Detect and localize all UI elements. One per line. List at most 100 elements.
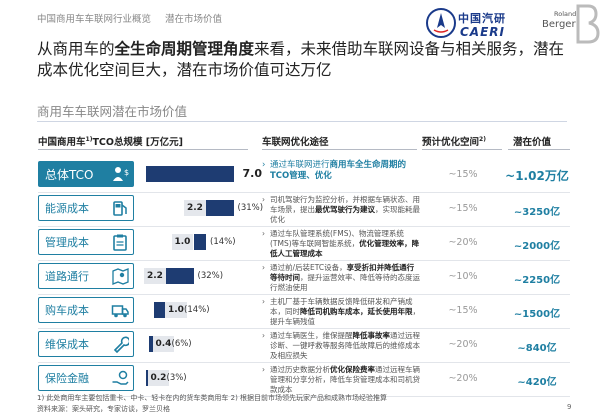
col-tco-suffix: TCO总规模 [万亿元] [92,137,183,148]
category-box[interactable]: 管理成本 [38,229,134,255]
category-label: 道路通行 [45,270,89,283]
potential-value: ~840亿 [517,343,557,354]
col-header-tco: 中国商用车1)TCO总规模 [万亿元] [38,134,183,148]
category-box[interactable]: 保险金融 [38,365,134,391]
bar-value-label: 0.4 [152,336,175,352]
optimization-percent: ~15% [448,169,478,180]
desc-bold: 降低事故率 [352,331,391,340]
optimization-path: › 司机驾驶行为监控分析，并根据车辆状态、用车场景，提出最优驾驶行为建议，实现能耗… [262,195,422,227]
breadcrumb: 中国商用车车联网行业概览 潜在市场价值 [37,11,222,25]
desc-plain: 通过车辆医生，维保提醒 [270,331,353,340]
optimization-path: › 通过车队管理系统(FMS)、物流管理系统(TMS)等车联网智能系统，优化管理效… [262,229,422,261]
category-box[interactable]: 总体TCO $ [38,161,134,187]
section-subtitle: 商用车车联网潜在市场价值 [37,104,188,119]
category-box[interactable]: 道路通行 [38,263,134,289]
col-opt-sup: 2) [479,135,486,143]
desc-rest: ，提升车辆残值 [270,307,420,326]
desc-plain: 通过车联网进行 [270,160,330,170]
potential-value: ~420亿 [517,377,557,388]
tco-bar [153,302,166,318]
category-box[interactable]: 能源成本 [38,195,134,221]
arrow-right-icon: › [262,160,266,170]
potential-value: ~1500亿 [513,309,561,320]
category-box[interactable]: 购车成本 [38,297,134,323]
bar-value-label: 1.0 [171,234,194,250]
tco-bar [206,200,234,216]
optimization-path: › 通过前/后装ETC设备，享受折扣并降低通行等待时间，提升运营效率、降低等待的态… [262,263,422,295]
arrow-right-icon: › [262,331,265,340]
col-header-opt: 预计优化空间2) [422,134,486,148]
optimization-percent: ~15% [448,203,478,214]
row-divider [38,294,570,295]
bar-percent-label: (31%) [237,203,264,213]
header-rule-value [508,149,570,150]
caeri-logo: 中国汽研 CAERI [426,6,522,42]
table-row: 管理成本 1.0 (14%) › 通过车队管理系统(FMS)、物流管理系统(TMS)等车… [0,228,600,262]
bar-percent-label: (3%) [166,373,187,383]
hand-coin-icon [112,370,129,385]
person-dollar-icon: $ [113,167,129,181]
bar-value-label: 0.2 [147,370,170,386]
col-tco-prefix: 中国商用车 [38,137,86,148]
breadcrumb-item-overview[interactable]: 中国商用车车联网行业概览 [37,14,152,25]
header-rule-tco [38,149,248,150]
potential-value: ~2000亿 [513,241,561,252]
optimization-percent: ~20% [448,237,478,248]
optimization-path-text: 通过车辆医生，维保提醒降低事故率通过远程诊断、一键呼救等服务降低故障后的维修成本… [270,331,420,361]
tco-bar [193,234,206,250]
headline-bold: 全生命周期管理角度 [114,40,255,58]
headline-part2: 来看，未来借助车联网设备与相关服务，潜在成本优化空间巨大，潜在市场价值可达万亿 [37,40,565,79]
arrow-right-icon: › [262,297,265,306]
row-divider [38,192,570,193]
bar-value-label: 7.0 [242,167,263,180]
headline: 从商用车的全生命周期管理角度来看，未来借助车联网设备与相关服务，潜在成本优化空间… [37,39,567,81]
bar-percent-label: (6%) [171,339,192,349]
table-row: 能源成本 2.2 (31%) › 司机驾驶行为监控分析，并根据车辆状态、用车场景，提出最… [0,194,600,228]
arrow-right-icon: › [262,229,265,238]
category-label: 维保成本 [45,338,89,351]
bar-percent-label: (32%) [197,271,224,281]
roland-berger-logo: Roland Berger [530,4,600,44]
category-label: 总体TCO [45,168,94,182]
arrow-right-icon: › [262,195,265,204]
optimization-path-text: 通过历史数据分析优化保险费率通过远程车辆管理和分享分析，降低车货管理成本和司机贷… [270,365,420,395]
header-rule-opt [422,149,502,150]
optimization-path: › 通过车辆医生，维保提醒降低事故率通过远程诊断、一键呼救等服务降低故障后的维修成… [262,331,422,363]
row-divider [38,226,570,227]
svg-text:$: $ [124,168,129,177]
category-label: 保险金融 [45,372,89,385]
desc-bold: 最优驾驶行为建议 [315,205,375,214]
optimization-path-text: 通过前/后装ETC设备，享受折扣并降低通行等待时间，提升运营效率、降低等待的态度… [270,263,420,293]
desc-plain: 通过历史数据分析 [270,365,330,374]
optimization-path: › 通过车联网进行商用车全生命周期的TCO管理、优化 [262,160,422,192]
bar-value-label: 1.0 [165,302,187,318]
desc-rest: ，实现能耗最优化 [270,205,420,224]
optimization-percent: ~20% [448,339,478,350]
col-header-value: 潜在价值 [513,137,552,148]
page-number: 9 [567,403,572,411]
potential-value: ~3250亿 [513,207,561,218]
bar-percent-label: (14%) [184,305,210,315]
category-box[interactable]: 维保成本 [38,331,134,357]
row-divider [38,396,570,397]
row-divider [38,362,570,363]
desc-bold: 商用车全生命周期的TCO管理、优化 [270,160,407,181]
desc-bold: 享受折扣并降低通行等待时间 [270,263,415,282]
desc-rest: 通过远程诊断、一键呼救等服务降低故障后的维修成本及相应损失 [270,331,420,360]
arrow-right-icon: › [262,263,265,272]
potential-value: ~1.02万亿 [505,169,569,183]
category-label: 管理成本 [45,236,89,249]
bar-value-label: 2.2 [184,200,206,216]
col-header-path: 车联网优化途径 [262,137,329,148]
map-pin-icon [112,268,129,285]
breadcrumb-item-market-value[interactable]: 潜在市场价值 [165,14,223,25]
optimization-percent: ~10% [448,271,478,282]
source-note: 资料来源：案头研究，专家访谈，罗兰贝格 [37,405,170,413]
rb-roland: Roland [554,10,577,18]
arrow-right-icon: › [262,365,265,374]
desc-rest: ，提升运营效率、降低等待的态度运行燃油使用 [270,273,420,292]
table-row: 保险金融 0.2 (3%) › 通过历史数据分析优化保险费率通过远程车辆管理和分享分析，… [0,364,600,398]
category-label: 购车成本 [45,304,89,317]
table-row: 购车成本 1.0 (14%) › 主机厂基于车辆数据反馈降低研发和产销成本，同时降低司机… [0,296,600,330]
desc-rest: 通过远程车辆管理和分享分析，降低车货管理成本和司机贷款成本 [270,365,420,394]
